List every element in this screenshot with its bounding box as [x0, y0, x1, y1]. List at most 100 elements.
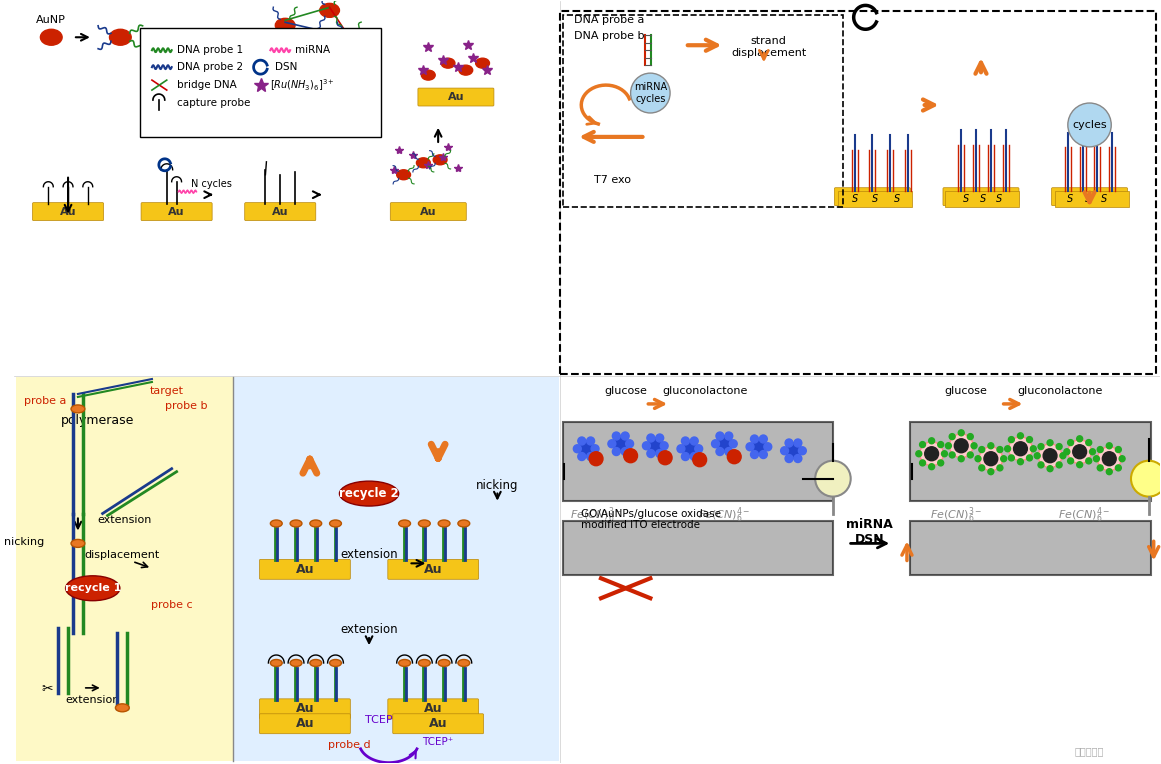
Circle shape — [750, 451, 758, 458]
Ellipse shape — [398, 659, 411, 666]
Circle shape — [929, 464, 935, 470]
Circle shape — [1076, 461, 1082, 468]
Circle shape — [929, 438, 935, 444]
Circle shape — [1009, 436, 1015, 442]
Circle shape — [682, 437, 690, 445]
Circle shape — [1068, 103, 1111, 147]
Text: DSN: DSN — [275, 62, 297, 72]
Text: recycle 1: recycle 1 — [65, 583, 121, 594]
Text: miRNA: miRNA — [846, 519, 893, 532]
Circle shape — [1094, 456, 1099, 461]
Circle shape — [586, 452, 594, 461]
Circle shape — [1086, 458, 1091, 464]
FancyBboxPatch shape — [33, 202, 103, 221]
Text: miRNA: miRNA — [295, 45, 330, 55]
Text: S: S — [1084, 193, 1090, 204]
Ellipse shape — [330, 659, 341, 666]
Text: Au: Au — [272, 206, 288, 217]
Circle shape — [1116, 447, 1122, 452]
Circle shape — [1068, 439, 1074, 445]
Ellipse shape — [418, 659, 431, 666]
Circle shape — [1097, 447, 1122, 471]
Circle shape — [1116, 465, 1122, 471]
Circle shape — [682, 452, 690, 461]
Ellipse shape — [457, 520, 470, 527]
FancyBboxPatch shape — [233, 377, 558, 761]
Text: 仪器信息网: 仪器信息网 — [1075, 746, 1104, 756]
Circle shape — [938, 460, 944, 466]
Circle shape — [724, 432, 733, 440]
Text: S: S — [851, 193, 858, 204]
Text: Au: Au — [296, 717, 315, 730]
Text: S: S — [1067, 193, 1073, 204]
Text: probe a: probe a — [24, 396, 66, 406]
Circle shape — [716, 448, 723, 455]
Text: DSN: DSN — [854, 533, 885, 546]
Circle shape — [656, 434, 664, 442]
Circle shape — [621, 448, 629, 455]
Text: S: S — [962, 193, 969, 204]
Circle shape — [661, 442, 668, 450]
Text: recycle 2: recycle 2 — [339, 487, 399, 500]
Text: extension: extension — [340, 623, 398, 636]
Circle shape — [693, 453, 707, 467]
Circle shape — [1043, 448, 1057, 463]
Circle shape — [1009, 455, 1015, 461]
Text: S: S — [1102, 193, 1108, 204]
Circle shape — [578, 437, 585, 445]
FancyBboxPatch shape — [563, 422, 832, 500]
FancyBboxPatch shape — [260, 714, 351, 733]
FancyBboxPatch shape — [1052, 188, 1127, 206]
Circle shape — [785, 455, 793, 462]
Circle shape — [589, 452, 603, 466]
Circle shape — [751, 439, 766, 455]
Circle shape — [1047, 440, 1053, 445]
Circle shape — [691, 437, 698, 445]
Circle shape — [1057, 444, 1062, 449]
Circle shape — [759, 451, 767, 458]
Text: glucose: glucose — [604, 386, 647, 396]
Circle shape — [1038, 444, 1062, 468]
Text: Au: Au — [296, 702, 315, 715]
Circle shape — [1038, 444, 1044, 449]
Text: S: S — [872, 193, 879, 204]
Text: GO/AuNPs/glucose oxidase
modified ITO electrode: GO/AuNPs/glucose oxidase modified ITO el… — [582, 509, 721, 530]
Circle shape — [950, 434, 973, 458]
Circle shape — [1034, 453, 1040, 458]
Text: DNA probe 1: DNA probe 1 — [176, 45, 243, 55]
Ellipse shape — [71, 539, 85, 547]
Circle shape — [938, 442, 944, 448]
Text: strand
displacement: strand displacement — [731, 37, 807, 58]
Circle shape — [950, 452, 956, 458]
FancyBboxPatch shape — [260, 699, 351, 719]
Circle shape — [1131, 461, 1161, 497]
Circle shape — [1089, 448, 1096, 455]
Circle shape — [623, 448, 637, 463]
Ellipse shape — [339, 481, 398, 506]
Text: cycles: cycles — [1073, 120, 1106, 130]
Circle shape — [950, 434, 956, 439]
Ellipse shape — [109, 29, 131, 45]
Text: $Fe(CN)_6^{3-}$: $Fe(CN)_6^{3-}$ — [570, 505, 622, 525]
FancyBboxPatch shape — [563, 522, 832, 575]
Circle shape — [1097, 465, 1103, 471]
Circle shape — [612, 448, 620, 455]
Ellipse shape — [438, 520, 450, 527]
Circle shape — [794, 455, 802, 462]
Circle shape — [727, 450, 741, 464]
Ellipse shape — [457, 659, 470, 666]
Text: extension: extension — [65, 694, 120, 705]
Circle shape — [648, 438, 663, 454]
Text: $Fe(CN)_6^{4-}$: $Fe(CN)_6^{4-}$ — [1059, 505, 1111, 525]
Circle shape — [954, 439, 968, 453]
Circle shape — [958, 430, 964, 435]
Text: N cycles: N cycles — [190, 179, 231, 189]
Ellipse shape — [290, 520, 302, 527]
Circle shape — [967, 452, 973, 458]
Circle shape — [1009, 437, 1032, 461]
Circle shape — [677, 445, 685, 453]
Circle shape — [1026, 455, 1032, 461]
Text: gluconolactone: gluconolactone — [662, 386, 748, 396]
Ellipse shape — [417, 158, 431, 168]
Circle shape — [958, 456, 964, 461]
